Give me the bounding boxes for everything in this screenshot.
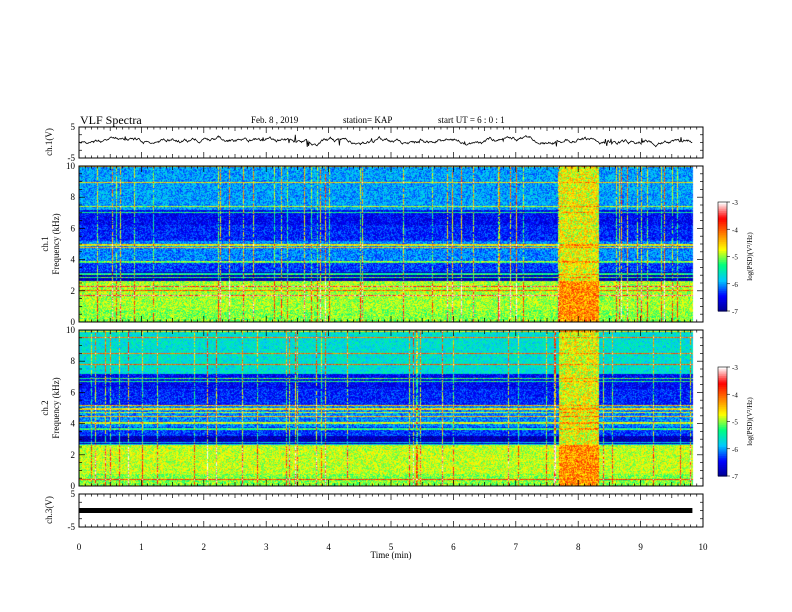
y-tick-label: 0 (71, 481, 76, 491)
y-tick-label: 2 (71, 450, 76, 460)
ch2-ylabel-frequency: Frequency (kHz) (51, 377, 61, 438)
ch3-waveform-line (79, 508, 693, 513)
y-tick-label: 8 (71, 356, 76, 366)
colorbar-tick-label: -6 (732, 281, 738, 289)
y-tick-label: 5 (71, 122, 76, 132)
ch1-spectrogram-image (79, 166, 703, 322)
y-tick-label: 4 (71, 419, 76, 429)
x-tick-label: 2 (202, 542, 207, 552)
colorbar-1 (718, 202, 727, 312)
x-tick-label: 8 (576, 542, 581, 552)
x-tick-label: 9 (638, 542, 643, 552)
x-tick-label: 6 (451, 542, 456, 552)
x-tick-label: 4 (326, 542, 331, 552)
colorbar-tick-label: -7 (732, 473, 738, 481)
chart-title: VLF Spectra (80, 113, 142, 127)
colorbar-tick-label: -6 (732, 446, 738, 454)
x-axis-label: Time (min) (371, 550, 412, 560)
colorbar-tick-label: -3 (732, 364, 738, 372)
ch3-waveform-ylabel: ch.3(V) (44, 496, 54, 524)
y-tick-label: 8 (71, 192, 76, 202)
y-tick-label: 4 (71, 255, 76, 265)
y-tick-label: 5 (71, 489, 76, 499)
y-tick-label: 2 (71, 286, 76, 296)
x-tick-label: 10 (699, 542, 709, 552)
colorbar-label: log(PSD)(V²/Hz) (746, 397, 754, 446)
date-label: Feb. 8 , 2019 (251, 115, 299, 125)
colorbar-tick-label: -3 (732, 199, 738, 207)
y-tick-label: 6 (71, 223, 76, 233)
colorbar-tick-label: -5 (732, 419, 738, 427)
y-tick-label: 10 (66, 161, 76, 171)
station-label: station= KAP (343, 115, 393, 125)
x-tick-label: 7 (514, 542, 519, 552)
x-tick-label: 3 (264, 542, 269, 552)
y-tick-label: 0 (71, 317, 76, 327)
y-tick-label: -5 (68, 522, 76, 532)
x-tick-label: 1 (139, 542, 144, 552)
ch1-waveform-ylabel: ch.1(V) (44, 128, 54, 156)
colorbar-tick-label: -4 (732, 226, 738, 234)
colorbar-tick-label: -5 (732, 254, 738, 262)
x-tick-label: 5 (389, 542, 394, 552)
colorbar-label: log(PSD)(V²/Hz) (746, 232, 754, 281)
colorbar-tick-label: -7 (732, 308, 738, 316)
y-tick-label: 10 (66, 325, 76, 335)
ch2-spectrogram-image (79, 330, 703, 486)
y-tick-label: 6 (71, 387, 76, 397)
ch2-ylabel-channel: ch.2 (40, 400, 50, 415)
start-time-label: start UT = 6 : 0 : 1 (438, 115, 505, 125)
colorbar-2 (718, 367, 727, 477)
ch1-ylabel-channel: ch.1 (40, 236, 50, 251)
colorbar-tick-label: -4 (732, 391, 738, 399)
ch1-ylabel-frequency: Frequency (kHz) (51, 213, 61, 274)
y-tick-label: -5 (68, 153, 76, 163)
x-tick-label: 0 (77, 542, 82, 552)
ch1-waveform-line (78, 134, 693, 148)
